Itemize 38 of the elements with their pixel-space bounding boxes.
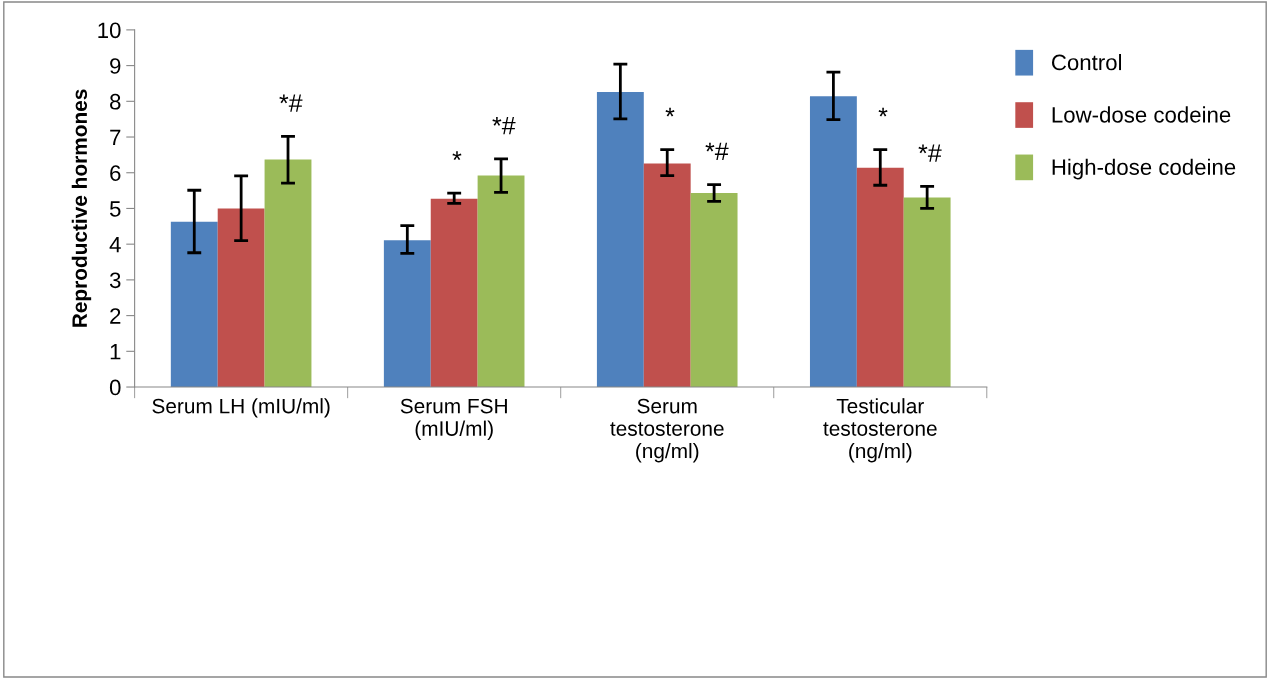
y-tick-label: 8 <box>110 93 121 110</box>
annotation: * <box>665 107 675 117</box>
legend-label: High-dose codeine <box>1052 158 1236 180</box>
y-tick-label: 4 <box>109 236 121 253</box>
y-tick-label: 5 <box>109 201 121 217</box>
y-axis-title: Reproductive hormones <box>71 89 92 327</box>
y-tick-label: 2 <box>110 308 121 324</box>
y-tick-label: 6 <box>110 165 121 182</box>
annotation: * <box>878 107 888 117</box>
x-tick-label: Serum FSH (mIU/ml) <box>400 398 507 440</box>
bar <box>477 175 525 388</box>
bar <box>170 221 218 388</box>
annotation: *# <box>705 142 729 160</box>
legend-label: Low-dose codeine <box>1052 106 1231 123</box>
bar <box>643 163 691 388</box>
y-tick-label: 10 <box>98 22 121 39</box>
bar <box>217 208 265 388</box>
y-tick-label: 7 <box>110 129 121 146</box>
bar <box>809 96 857 388</box>
legend-label: Control <box>1052 53 1122 71</box>
bar <box>264 159 312 388</box>
annotation: *# <box>279 94 303 112</box>
annotation: *# <box>918 144 942 162</box>
bar <box>856 167 904 388</box>
x-tick-label: Serum LH (mIU/ml) <box>152 398 330 418</box>
bar <box>383 240 431 388</box>
x-tick-label: Serum testosterone (ng/ml) <box>610 398 724 463</box>
y-tick-label: 1 <box>110 344 121 360</box>
bar <box>690 193 738 388</box>
annotation: *# <box>492 116 516 135</box>
bar <box>596 92 644 388</box>
bar <box>903 197 951 388</box>
annotation: * <box>452 151 462 161</box>
x-tick-label: Testicular testosterone (ng/ml) <box>823 398 937 463</box>
bar <box>430 198 478 388</box>
y-tick-label: 0 <box>109 379 121 396</box>
y-tick-label: 9 <box>110 58 121 74</box>
y-tick-label: 3 <box>109 272 121 289</box>
